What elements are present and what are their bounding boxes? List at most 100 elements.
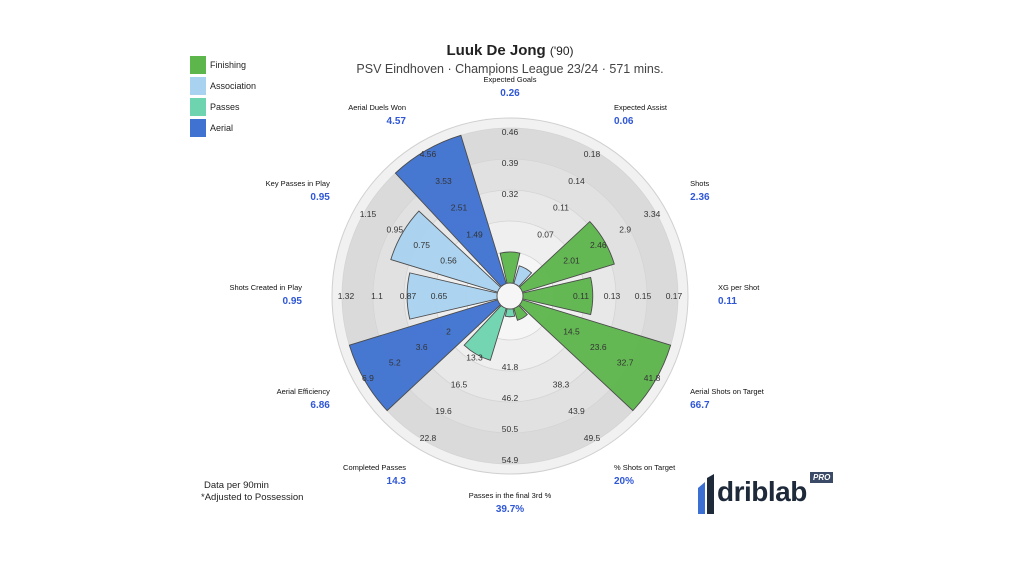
tick-label: 0.18 (584, 149, 601, 159)
tick-label: 0.39 (502, 158, 519, 168)
tick-label: 3.53 (435, 176, 452, 186)
bar-9 (406, 272, 498, 320)
tick-label: 0.15 (635, 291, 652, 301)
bar-3 (522, 276, 594, 316)
footnote: Data per 90min *Adjusted to Possession (201, 480, 304, 504)
tick-label: 1.49 (466, 230, 483, 240)
tick-label: 0.65 (431, 291, 448, 301)
tick-label: 6.9 (362, 373, 374, 383)
tick-label: 0.56 (440, 256, 457, 266)
bar-1 (513, 265, 533, 288)
tick-label: 0.32 (502, 189, 519, 199)
tick-label: 5.2 (389, 358, 401, 368)
tick-label: 50.5 (502, 424, 519, 434)
tick-label: 1.1 (371, 291, 383, 301)
metric-label: Passes in the final 3rd % (469, 491, 552, 500)
tick-label: 13.3 (466, 352, 483, 362)
tick-label: 0.13 (604, 291, 621, 301)
minutes-note: ('90) (549, 44, 574, 58)
metric-value: 6.86 (310, 400, 330, 411)
legend-swatch (190, 76, 206, 95)
metric-label: Completed Passes (343, 463, 406, 472)
tick-label: 0.75 (413, 240, 430, 250)
bar-11 (394, 134, 507, 288)
metric-value: 4.57 (387, 116, 407, 127)
metric-value: 0.11 (718, 296, 737, 307)
legend-item-finishing: Finishing (190, 54, 256, 75)
tick-label: 46.2 (502, 393, 519, 403)
tick-label: 54.9 (502, 455, 519, 465)
metric-value: 0.26 (500, 88, 520, 99)
bar-6 (504, 308, 516, 318)
tick-label: 1.32 (338, 291, 355, 301)
tick-label: 19.6 (435, 406, 452, 416)
metric-label: Shots (690, 179, 709, 188)
tick-label: 49.5 (584, 433, 601, 443)
legend-item-aerial: Aerial (190, 117, 256, 138)
logo-pro-badge: PRO (810, 472, 834, 483)
logo-mark-icon (698, 474, 714, 514)
tick-label: 2.51 (451, 203, 468, 213)
tick-label: 2.01 (563, 256, 580, 266)
metric-value: 39.7% (496, 504, 524, 515)
tick-label: 41.8 (644, 373, 661, 383)
tick-label: 22.8 (420, 433, 437, 443)
legend-item-association: Association (190, 75, 256, 96)
metric-label: Key Passes in Play (266, 179, 330, 188)
metric-label: Shots Created in Play (229, 283, 302, 292)
tick-label: 16.5 (451, 379, 468, 389)
bar-4 (518, 299, 672, 412)
metric-value: 20% (614, 476, 634, 487)
metric-value: 0.95 (310, 192, 330, 203)
tick-label: 14.5 (563, 327, 580, 337)
tick-label: 0.11 (573, 291, 589, 301)
tick-label: 41.8 (502, 362, 519, 372)
metric-label: Aerial Duels Won (348, 103, 406, 112)
tick-label: 0.87 (400, 291, 417, 301)
tick-label: 0.17 (666, 291, 683, 301)
metric-value: 66.7 (690, 400, 710, 411)
metric-value: 0.95 (283, 296, 303, 307)
legend-swatch (190, 55, 206, 74)
bar-7 (463, 304, 507, 361)
bar-10 (390, 210, 502, 293)
metric-label: Aerial Shots on Target (690, 387, 765, 396)
legend-swatch (190, 118, 206, 137)
metric-label: Expected Assist (614, 103, 668, 112)
tick-label: 3.6 (416, 342, 428, 352)
metric-label: % Shots on Target (614, 463, 676, 472)
tick-label: 2.9 (619, 225, 631, 235)
legend-label: Association (210, 80, 257, 91)
bar-5 (513, 304, 528, 321)
player-name: Luuk De Jong (446, 42, 546, 59)
page-title: Luuk De Jong ('90) (447, 42, 574, 59)
metric-value: 2.36 (690, 192, 710, 203)
bar-0 (499, 251, 521, 284)
bar-8 (348, 299, 502, 412)
tick-label: 0.95 (387, 225, 404, 235)
tick-label: 2 (446, 327, 451, 337)
bar-2 (518, 220, 615, 293)
legend-label: Finishing (210, 59, 247, 70)
tick-label: 43.9 (568, 406, 585, 416)
tick-label: 3.34 (644, 209, 661, 219)
metric-label: XG per Shot (718, 283, 760, 292)
page-subtitle: PSV Eindhoven · Champions League 23/24 ·… (356, 62, 664, 76)
legend: Finishing Association Passes Aerial (190, 54, 256, 138)
legend-label: Aerial (210, 122, 234, 133)
metric-value: 14.3 (387, 476, 407, 487)
tick-label: 0.14 (568, 176, 585, 186)
metric-label: Expected Goals (484, 75, 537, 84)
tick-label: 23.6 (590, 342, 607, 352)
legend-swatch (190, 97, 206, 116)
logo-text: driblab (717, 476, 807, 507)
legend-item-passes: Passes (190, 96, 256, 117)
footnote-line2: *Adjusted to Possession (201, 492, 304, 503)
tick-label: 2.46 (590, 240, 607, 250)
tick-label: 32.7 (617, 358, 634, 368)
tick-label: 1.15 (360, 209, 377, 219)
driblab-logo: driblab PRO (692, 470, 834, 520)
metric-value: 0.06 (614, 116, 634, 127)
